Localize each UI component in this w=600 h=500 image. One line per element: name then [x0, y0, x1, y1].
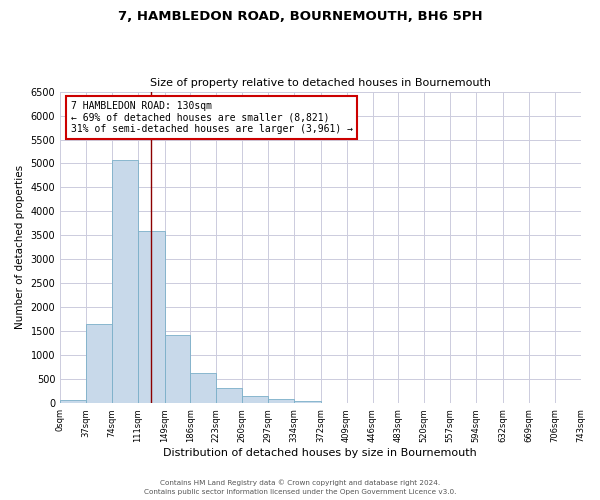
Bar — [217, 388, 242, 403]
Title: Size of property relative to detached houses in Bournemouth: Size of property relative to detached ho… — [150, 78, 491, 88]
Bar — [112, 160, 138, 403]
Text: Contains HM Land Registry data © Crown copyright and database right 2024.
Contai: Contains HM Land Registry data © Crown c… — [144, 480, 456, 495]
Bar — [242, 396, 268, 403]
Bar — [268, 399, 294, 403]
Text: 7, HAMBLEDON ROAD, BOURNEMOUTH, BH6 5PH: 7, HAMBLEDON ROAD, BOURNEMOUTH, BH6 5PH — [118, 10, 482, 23]
Bar — [86, 324, 112, 403]
Text: 7 HAMBLEDON ROAD: 130sqm
← 69% of detached houses are smaller (8,821)
31% of sem: 7 HAMBLEDON ROAD: 130sqm ← 69% of detach… — [71, 101, 353, 134]
X-axis label: Distribution of detached houses by size in Bournemouth: Distribution of detached houses by size … — [163, 448, 477, 458]
Bar — [138, 230, 164, 403]
Bar — [190, 374, 217, 403]
Bar — [164, 334, 190, 403]
Y-axis label: Number of detached properties: Number of detached properties — [15, 166, 25, 330]
Bar — [60, 400, 86, 403]
Bar — [294, 401, 320, 403]
